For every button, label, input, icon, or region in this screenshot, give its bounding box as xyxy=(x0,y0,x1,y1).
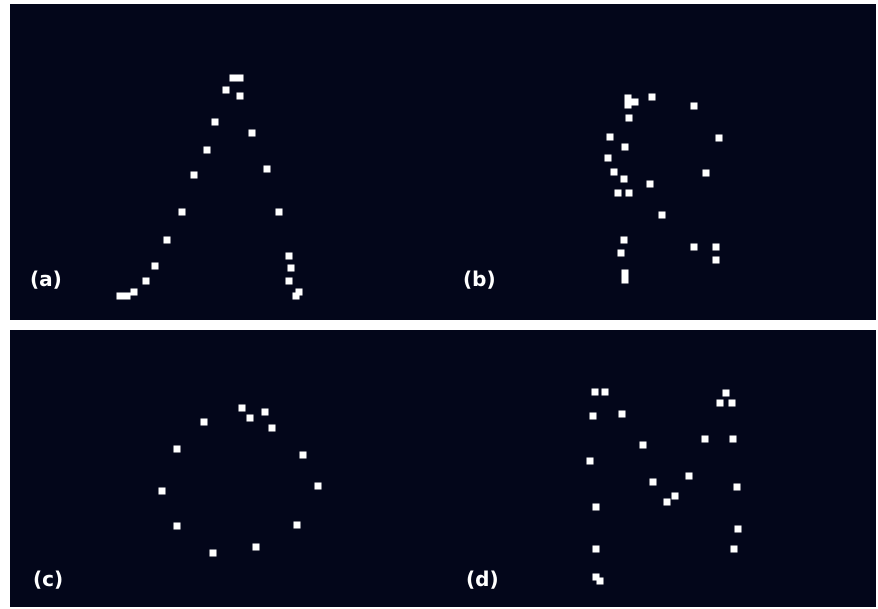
light-dot xyxy=(159,488,166,495)
light-dot xyxy=(592,389,599,396)
light-dot xyxy=(286,253,293,260)
light-dot xyxy=(611,169,618,176)
light-dot xyxy=(191,172,198,179)
light-dot xyxy=(730,436,737,443)
light-dot xyxy=(625,102,632,109)
figure: (a) (b) (c) (d) xyxy=(0,0,878,609)
light-dot xyxy=(723,390,730,397)
light-dot xyxy=(619,411,626,418)
light-dot xyxy=(253,544,260,551)
light-dot xyxy=(264,166,271,173)
light-dot xyxy=(626,115,633,122)
light-dot xyxy=(605,155,612,162)
light-dot xyxy=(124,293,131,300)
light-dot xyxy=(729,400,736,407)
light-dot xyxy=(223,87,230,94)
light-dot xyxy=(174,523,181,530)
light-dot xyxy=(269,425,276,432)
light-dot xyxy=(621,237,628,244)
light-dot xyxy=(597,578,604,585)
light-dot xyxy=(717,400,724,407)
panel-top xyxy=(10,4,876,320)
light-dot xyxy=(686,473,693,480)
light-dot xyxy=(249,130,256,137)
light-dot xyxy=(152,263,159,270)
panel-label: (b) xyxy=(463,267,496,291)
light-dot xyxy=(230,75,237,82)
light-dot xyxy=(731,546,738,553)
light-dot xyxy=(602,389,609,396)
light-dot xyxy=(143,278,150,285)
light-dot xyxy=(262,409,269,416)
light-dot xyxy=(593,546,600,553)
light-dot xyxy=(212,119,219,126)
light-dot xyxy=(615,190,622,197)
light-dot xyxy=(626,190,633,197)
light-dot xyxy=(237,93,244,100)
light-dot xyxy=(174,446,181,453)
light-dot xyxy=(276,209,283,216)
light-dot xyxy=(713,257,720,264)
light-dot xyxy=(650,479,657,486)
light-dot xyxy=(664,499,671,506)
light-dot xyxy=(607,134,614,141)
light-dot xyxy=(247,415,254,422)
light-dot xyxy=(691,244,698,251)
light-dot xyxy=(735,526,742,533)
light-dot xyxy=(625,95,632,102)
light-dot xyxy=(237,75,244,82)
light-dot xyxy=(210,550,217,557)
light-dot xyxy=(300,452,307,459)
light-dot xyxy=(618,250,625,257)
light-dot xyxy=(647,181,654,188)
light-dot xyxy=(713,244,720,251)
light-dot xyxy=(691,103,698,110)
light-dot xyxy=(204,147,211,154)
light-dot xyxy=(622,270,629,277)
light-dot xyxy=(315,483,322,490)
light-dot xyxy=(164,237,171,244)
light-dot xyxy=(296,289,303,296)
light-dot xyxy=(703,170,710,177)
light-dot xyxy=(201,419,208,426)
light-dot xyxy=(131,289,138,296)
light-dot xyxy=(702,436,709,443)
light-dot xyxy=(621,176,628,183)
light-dot xyxy=(288,265,295,272)
light-dot xyxy=(649,94,656,101)
light-dot xyxy=(117,293,124,300)
light-dot xyxy=(593,504,600,511)
panel-label: (c) xyxy=(33,567,63,591)
light-dot xyxy=(632,99,639,106)
light-dot xyxy=(587,458,594,465)
light-dot xyxy=(659,212,666,219)
light-dot xyxy=(622,277,629,284)
panel-label: (a) xyxy=(30,267,62,291)
light-dot xyxy=(590,413,597,420)
light-dot xyxy=(239,405,246,412)
light-dot xyxy=(179,209,186,216)
panel-bottom xyxy=(10,330,876,607)
light-dot xyxy=(294,522,301,529)
light-dot xyxy=(286,278,293,285)
light-dot xyxy=(716,135,723,142)
light-dot xyxy=(734,484,741,491)
light-dot xyxy=(640,442,647,449)
light-dot xyxy=(672,493,679,500)
light-dot xyxy=(622,144,629,151)
panel-label: (d) xyxy=(466,567,499,591)
